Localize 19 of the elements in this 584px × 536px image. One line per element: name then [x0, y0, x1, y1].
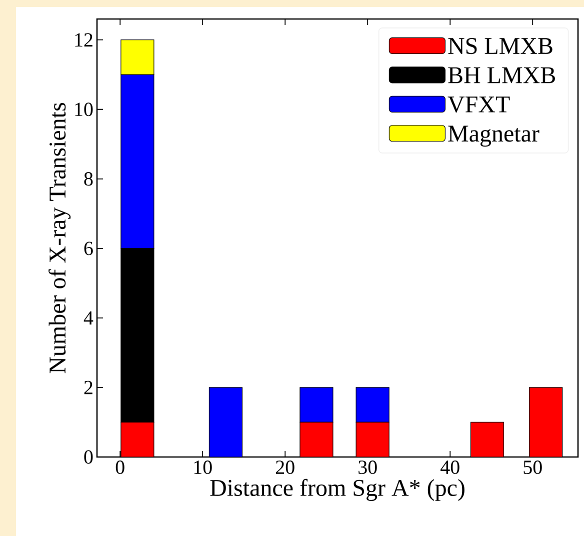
x-tick-label: 40: [440, 460, 460, 474]
x-tick-label: 0: [116, 460, 124, 474]
x-tick-label: 20: [276, 460, 294, 474]
x-tick-label: 30: [358, 460, 377, 474]
legend-label: Magnetar: [448, 126, 540, 147]
y-axis-title: Number of X-ray Transients: [48, 102, 71, 374]
y-tick-label: 12: [75, 33, 92, 46]
y-tick-label: 2: [84, 380, 92, 394]
legend-label: VFXT: [448, 96, 510, 113]
y-tick-label: 0: [84, 450, 93, 464]
y-tick-label: 6: [84, 242, 93, 256]
y-tick-label: 10: [75, 102, 93, 116]
x-tick-label: 50: [524, 460, 542, 474]
legend-label: NS LMXB: [448, 38, 552, 54]
y-tick-label: 4: [84, 311, 94, 325]
y-tick-label: 8: [84, 172, 93, 186]
x-tick-label: 10: [194, 460, 212, 474]
x-axis-title: Distance from Sgr A* (pc): [210, 478, 464, 501]
legend-label: BH LMXB: [448, 67, 555, 84]
